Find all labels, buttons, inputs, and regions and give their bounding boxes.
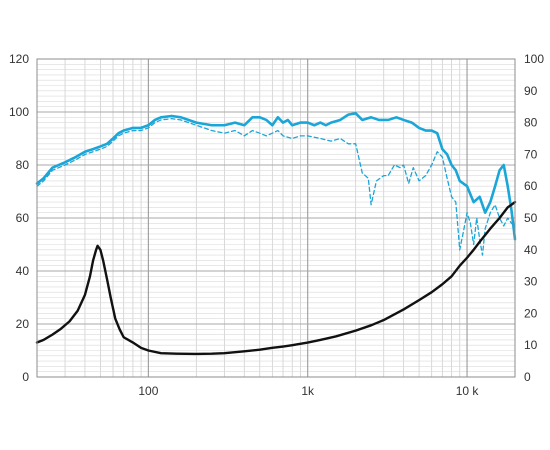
y-axis-left-labels: 0 20 40 60 80 100 120 xyxy=(9,52,29,384)
series-layer xyxy=(35,112,517,356)
y-right-tick-label: 30 xyxy=(524,275,538,289)
y-right-tick-label: 20 xyxy=(524,306,538,320)
y-right-tick-label: 60 xyxy=(524,179,538,193)
x-tick-label: 1k xyxy=(301,384,315,398)
y-right-tick-label: 10 xyxy=(524,338,538,352)
y-right-tick-label: 40 xyxy=(524,243,538,257)
response-curve-dashed xyxy=(36,117,516,256)
x-axis-labels: 100 1k 10 k xyxy=(138,384,479,398)
impedance-curve xyxy=(35,200,517,356)
y-right-tick-label: 90 xyxy=(524,84,538,98)
response-curve-solid xyxy=(35,112,517,241)
y-left-tick-label: 0 xyxy=(22,370,29,384)
y-left-tick-label: 40 xyxy=(16,264,30,278)
y-left-tick-label: 80 xyxy=(16,158,30,172)
x-tick-label: 100 xyxy=(138,384,158,398)
y-axis-right-labels: 0 10 20 30 40 50 60 70 80 90 100 xyxy=(524,52,544,384)
y-left-tick-label: 20 xyxy=(16,317,30,331)
y-left-tick-label: 120 xyxy=(9,52,29,66)
y-left-tick-label: 100 xyxy=(9,105,29,119)
x-tick-label: 10 k xyxy=(456,384,480,398)
plot-frame xyxy=(36,58,516,378)
plot-border xyxy=(36,58,516,378)
y-right-tick-label: 80 xyxy=(524,116,538,130)
y-left-tick-label: 60 xyxy=(16,211,30,225)
y-right-tick-label: 0 xyxy=(524,370,531,384)
y-right-tick-label: 100 xyxy=(524,52,544,66)
y-right-tick-label: 70 xyxy=(524,147,538,161)
y-right-tick-label: 50 xyxy=(524,211,538,225)
